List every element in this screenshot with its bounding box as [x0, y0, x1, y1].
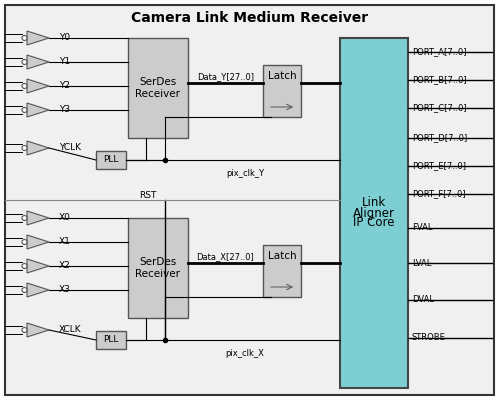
- Text: Y0: Y0: [59, 34, 70, 42]
- Text: DVAL: DVAL: [412, 296, 434, 304]
- Bar: [340, 38, 408, 388]
- Text: Y1: Y1: [59, 58, 70, 66]
- Text: X0: X0: [59, 214, 71, 222]
- Text: XCLK: XCLK: [59, 326, 82, 334]
- Bar: [263, 65, 301, 117]
- Text: RST: RST: [140, 192, 157, 200]
- Text: Receiver: Receiver: [136, 269, 181, 279]
- Text: X1: X1: [59, 238, 71, 246]
- Bar: [263, 245, 301, 297]
- Text: Data_Y[27..0]: Data_Y[27..0]: [197, 72, 254, 82]
- Text: Link: Link: [362, 196, 386, 210]
- Polygon shape: [27, 55, 49, 69]
- Text: Camera Link Medium Receiver: Camera Link Medium Receiver: [131, 11, 368, 25]
- Text: YCLK: YCLK: [59, 144, 81, 152]
- Text: FVAL: FVAL: [412, 224, 433, 232]
- Text: LVAL: LVAL: [412, 258, 431, 268]
- Circle shape: [22, 288, 27, 292]
- Circle shape: [22, 264, 27, 268]
- Bar: [96, 331, 126, 349]
- Circle shape: [22, 146, 27, 150]
- Text: SerDes: SerDes: [139, 257, 177, 267]
- Polygon shape: [27, 283, 49, 297]
- Text: X3: X3: [59, 286, 71, 294]
- Polygon shape: [27, 235, 49, 249]
- Text: Latch: Latch: [267, 251, 296, 261]
- Circle shape: [22, 60, 27, 64]
- Text: PLL: PLL: [103, 336, 119, 344]
- Text: Latch: Latch: [267, 71, 296, 81]
- Text: PORT_F[7..0]: PORT_F[7..0]: [412, 190, 466, 198]
- Text: Aligner: Aligner: [353, 206, 395, 220]
- Polygon shape: [27, 323, 49, 337]
- Circle shape: [22, 84, 27, 88]
- Text: Receiver: Receiver: [136, 89, 181, 99]
- Text: Y3: Y3: [59, 106, 70, 114]
- Polygon shape: [27, 211, 49, 225]
- Text: Data_X[27..0]: Data_X[27..0]: [197, 252, 254, 262]
- Text: pix_clk_Y: pix_clk_Y: [226, 169, 264, 178]
- Text: PORT_B[7..0]: PORT_B[7..0]: [412, 76, 467, 84]
- Text: STROBE: STROBE: [412, 334, 446, 342]
- Bar: [128, 38, 188, 138]
- Circle shape: [22, 36, 27, 40]
- Text: pix_clk_X: pix_clk_X: [226, 349, 264, 358]
- Text: PORT_C[7..0]: PORT_C[7..0]: [412, 104, 467, 112]
- Circle shape: [22, 240, 27, 244]
- Polygon shape: [27, 141, 49, 155]
- Text: PLL: PLL: [103, 156, 119, 164]
- Text: IP Core: IP Core: [353, 216, 395, 230]
- Polygon shape: [27, 259, 49, 273]
- Circle shape: [22, 216, 27, 220]
- Polygon shape: [27, 31, 49, 45]
- Text: X2: X2: [59, 262, 71, 270]
- Text: Y2: Y2: [59, 82, 70, 90]
- Circle shape: [22, 328, 27, 332]
- Text: PORT_E[7..0]: PORT_E[7..0]: [412, 162, 466, 170]
- Text: PORT_A[7..0]: PORT_A[7..0]: [412, 48, 467, 56]
- Bar: [96, 151, 126, 169]
- Polygon shape: [27, 103, 49, 117]
- Polygon shape: [27, 79, 49, 93]
- Bar: [128, 218, 188, 318]
- Text: PORT_D[7..0]: PORT_D[7..0]: [412, 134, 467, 142]
- Circle shape: [22, 108, 27, 112]
- Text: SerDes: SerDes: [139, 77, 177, 87]
